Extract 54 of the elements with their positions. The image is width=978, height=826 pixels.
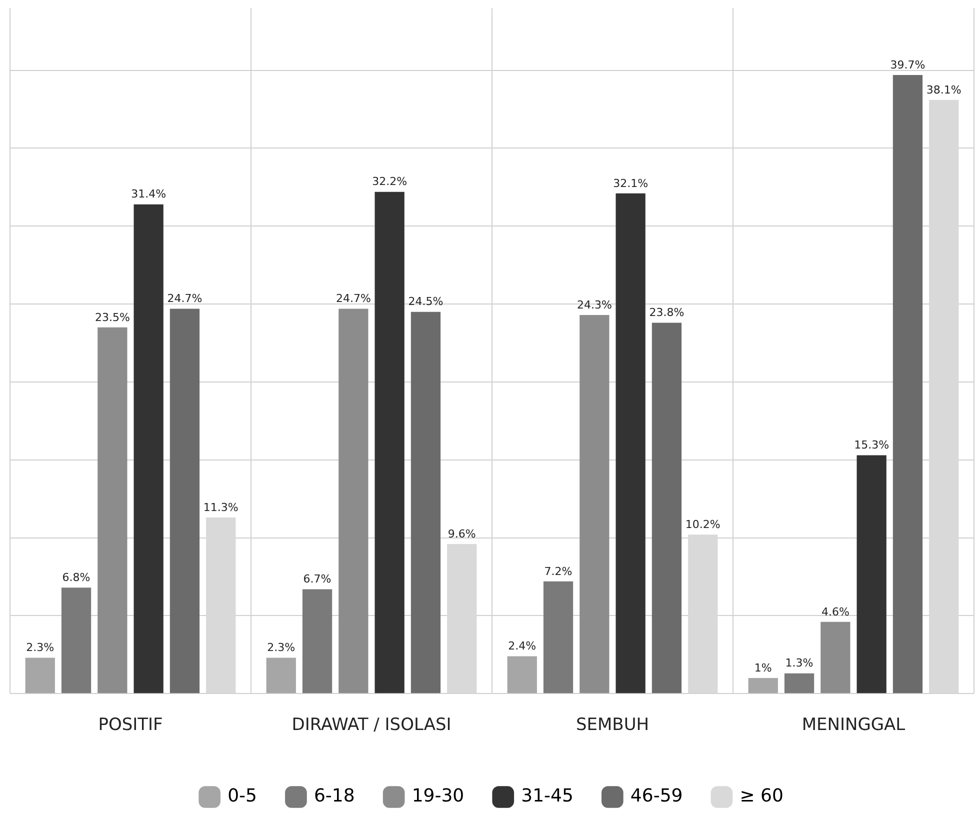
bar [892, 75, 923, 694]
x-tick-label: MENINGGAL [802, 715, 906, 736]
legend-label: 6-18 [314, 786, 355, 807]
bar [98, 327, 128, 694]
legend-label: 19-30 [412, 786, 464, 807]
bar [374, 192, 404, 694]
data-label: 2.3% [26, 641, 54, 654]
bar [338, 308, 368, 694]
bar [652, 322, 682, 694]
legend-label: 31-45 [521, 786, 574, 807]
x-tick-label: SEMBUH [576, 715, 650, 736]
legend-label: ≥ 60 [740, 786, 784, 807]
bar [580, 314, 610, 694]
legend-label: 0-5 [228, 786, 257, 807]
data-label: 24.3% [576, 298, 612, 312]
data-label: 24.7% [336, 292, 371, 306]
bar [543, 581, 574, 694]
data-label: 7.2% [544, 564, 572, 578]
bar [266, 658, 296, 694]
data-label: 9.6% [448, 527, 476, 540]
bar [134, 204, 164, 694]
bar [507, 656, 537, 694]
data-label: 23.8% [649, 306, 684, 320]
x-tick-label: DIRAWAT / ISOLASI [292, 715, 452, 736]
data-label: 6.7% [303, 572, 332, 586]
bar [61, 588, 92, 694]
data-label: 23.5% [94, 310, 130, 324]
bar [616, 193, 646, 694]
data-label: 15.3% [854, 438, 890, 452]
legend-label: 46-59 [630, 786, 683, 807]
bar [748, 678, 778, 694]
x-tick-label: POSITIF [98, 715, 163, 736]
bar [856, 455, 886, 694]
data-label: 2.4% [508, 640, 536, 653]
data-label: 39.7% [890, 58, 926, 72]
bar [170, 308, 200, 694]
bar [820, 622, 850, 694]
bar [302, 589, 332, 694]
bar [410, 312, 441, 694]
data-label: 11.3% [203, 500, 238, 514]
data-label: 38.1% [926, 83, 962, 96]
data-label: 10.2% [685, 518, 720, 532]
data-label: 1% [754, 661, 772, 674]
bar [25, 658, 55, 694]
data-label: 4.6% [821, 605, 850, 618]
data-label: 32.2% [372, 175, 408, 188]
data-label: 24.5% [408, 295, 444, 308]
data-label: 2.3% [267, 641, 296, 654]
data-label: 32.1% [613, 176, 648, 190]
bar [784, 673, 814, 694]
data-label: 1.3% [785, 656, 814, 670]
data-label: 24.7% [167, 292, 202, 306]
data-label: 31.4% [131, 188, 166, 201]
data-label: 6.8% [62, 571, 90, 584]
